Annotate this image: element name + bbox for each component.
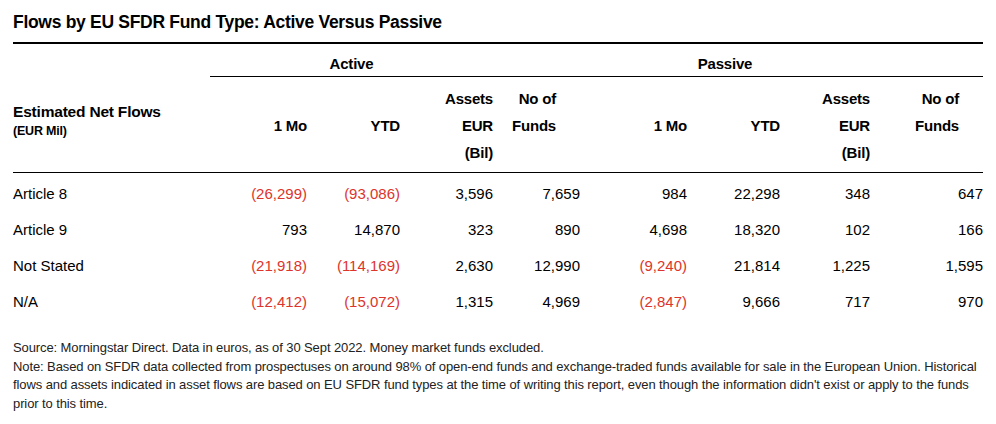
cell-passive-funds: 970 [870, 293, 983, 310]
cell-passive-1mo: (9,240) [580, 257, 687, 274]
cell-active-assets: 323 [400, 221, 493, 238]
cell-passive-ytd: 21,814 [687, 257, 780, 274]
cell-active-1mo: (26,299) [210, 185, 307, 202]
row-label: Not Stated [13, 257, 210, 274]
col-header-passive-assets-line1: Assets [780, 85, 870, 112]
footer-notes: Source: Morningstar Direct. Data in euro… [13, 339, 981, 413]
group-header-active: Active [210, 55, 580, 76]
cell-active-assets: 1,315 [400, 293, 493, 310]
group-header-underline: Active Passive [210, 55, 983, 77]
report-exhibit: Flows by EU SFDR Fund Type: Active Versu… [0, 0, 996, 413]
col-header-active-funds: No of Funds [493, 85, 580, 166]
cell-active-funds: 4,969 [493, 293, 580, 310]
cell-passive-assets: 102 [780, 221, 870, 238]
column-header-row: Estimated Net Flows (EUR Mil) 1 Mo YTD A… [13, 77, 983, 173]
cell-passive-funds: 166 [870, 221, 983, 238]
row-label: N/A [13, 293, 210, 310]
page-title: Flows by EU SFDR Fund Type: Active Versu… [13, 12, 983, 44]
cell-active-funds: 7,659 [493, 185, 580, 202]
col-header-active-funds-line1: No of [493, 85, 556, 112]
group-header-row: Active Passive [13, 55, 983, 77]
col-header-passive-1mo: 1 Mo [580, 85, 687, 166]
col-header-active-1mo: 1 Mo [210, 85, 307, 166]
footer-note: Note: Based on SFDR data collected from … [13, 358, 981, 414]
row-header-title: Estimated Net Flows [13, 101, 210, 122]
cell-passive-ytd: 9,666 [687, 293, 780, 310]
col-header-passive-funds: No of Funds [870, 85, 983, 166]
col-header-passive-assets-line2: EUR [780, 112, 870, 139]
cell-passive-ytd: 18,320 [687, 221, 780, 238]
cell-passive-funds: 1,595 [870, 257, 983, 274]
col-header-passive-funds-line2: Funds [870, 112, 959, 139]
group-header-spacer [13, 55, 210, 77]
cell-passive-1mo: (2,847) [580, 293, 687, 310]
table-row-not-stated: Not Stated (21,918) (114,169) 2,630 12,9… [13, 247, 983, 283]
col-header-active-ytd: YTD [307, 85, 400, 166]
cell-active-1mo: 793 [210, 221, 307, 238]
col-header-passive-funds-line1: No of [870, 85, 959, 112]
col-header-active-funds-line2: Funds [493, 112, 556, 139]
cell-active-ytd: 14,870 [307, 221, 400, 238]
col-header-active-assets-line1: Assets [400, 85, 493, 112]
row-header-subtitle: (EUR Mil) [13, 122, 210, 140]
cell-active-funds: 890 [493, 221, 580, 238]
group-label-passive: Passive [580, 55, 870, 72]
cell-passive-assets: 717 [780, 293, 870, 310]
cell-active-assets: 2,630 [400, 257, 493, 274]
col-header-passive-assets: Assets EUR (Bil) [780, 85, 870, 166]
table-row-na: N/A (12,412) (15,072) 1,315 4,969 (2,847… [13, 283, 983, 319]
col-header-active-assets-line3: (Bil) [400, 139, 493, 166]
row-label: Article 8 [13, 185, 210, 202]
col-header-passive-assets-line3: (Bil) [780, 139, 870, 166]
cell-passive-1mo: 984 [580, 185, 687, 202]
cell-passive-assets: 1,225 [780, 257, 870, 274]
cell-active-funds: 12,990 [493, 257, 580, 274]
col-header-active-assets: Assets EUR (Bil) [400, 85, 493, 166]
cell-passive-ytd: 22,298 [687, 185, 780, 202]
footer-source: Source: Morningstar Direct. Data in euro… [13, 339, 981, 358]
cell-passive-assets: 348 [780, 185, 870, 202]
cell-passive-1mo: 4,698 [580, 221, 687, 238]
cell-passive-funds: 647 [870, 185, 983, 202]
group-label-active: Active [210, 55, 493, 72]
cell-active-1mo: (12,412) [210, 293, 307, 310]
row-header: Estimated Net Flows (EUR Mil) [13, 85, 210, 166]
row-label: Article 9 [13, 221, 210, 238]
cell-active-1mo: (21,918) [210, 257, 307, 274]
cell-active-assets: 3,596 [400, 185, 493, 202]
col-header-active-assets-line2: EUR [400, 112, 493, 139]
cell-active-ytd: (93,086) [307, 185, 400, 202]
cell-active-ytd: (15,072) [307, 293, 400, 310]
table-row-article-9: Article 9 793 14,870 323 890 4,698 18,32… [13, 211, 983, 247]
col-header-passive-ytd: YTD [687, 85, 780, 166]
cell-active-ytd: (114,169) [307, 257, 400, 274]
group-header-passive: Passive [580, 55, 983, 76]
table-row-article-8: Article 8 (26,299) (93,086) 3,596 7,659 … [13, 175, 983, 211]
table-body: Article 8 (26,299) (93,086) 3,596 7,659 … [13, 173, 983, 319]
